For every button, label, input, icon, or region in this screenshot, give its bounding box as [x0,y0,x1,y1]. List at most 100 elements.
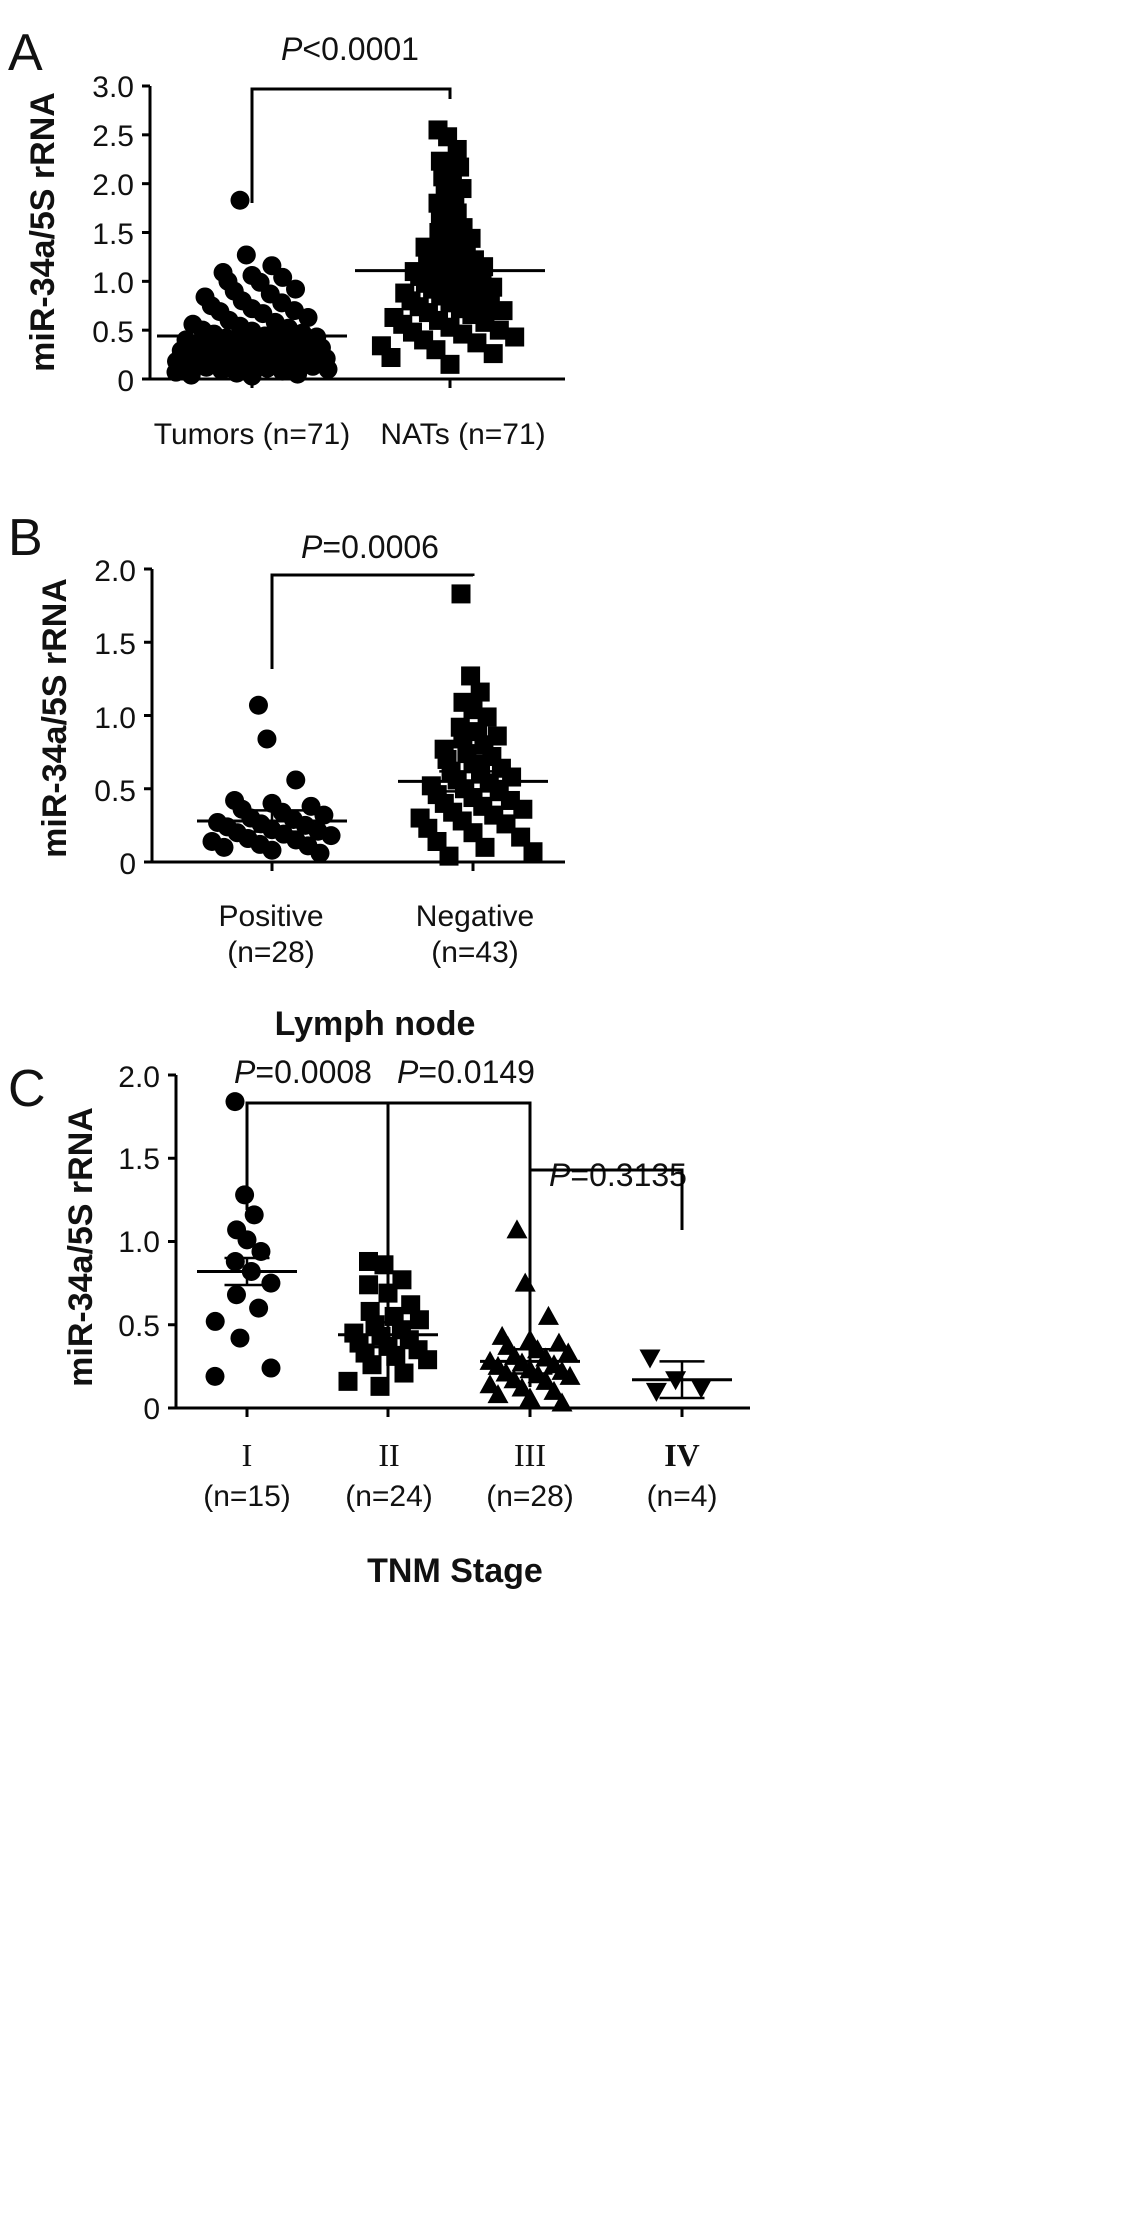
panel-b-data-point [523,842,543,862]
panel-b-data-point [475,837,495,857]
panel-c-data-point [359,1275,379,1295]
panel-c-stage-iv: IV [664,1437,700,1473]
panel-b-data-point [470,682,490,702]
panel-b-group-label-negative-n: (n=43) [431,936,519,969]
panel-a-data-point [475,312,495,332]
panel-a-data-point [489,320,509,340]
panel-c-data-point [225,1251,245,1271]
panel-a-y-tick-labels: 0 0.5 1.0 1.5 2.0 2.5 3.0 [92,71,134,398]
panel-b-data-point [286,770,306,790]
panel-c-data-point [559,1365,581,1385]
panel-a-data-point [483,344,503,364]
panel-c-data-point [244,1205,264,1225]
panel-c-letter: C [8,1060,46,1118]
panel-c-stage-ii-n: (n=24) [345,1480,433,1513]
panel-b-data-point [310,843,330,863]
panel-c-data-point [362,1355,382,1375]
y-tick-label: 1.0 [92,267,134,300]
panel-c-xlabel: TNM Stage [367,1552,543,1590]
panel-c-data-point [251,1241,271,1261]
panel-a-data-point [230,190,250,210]
y-tick-label: 0.5 [118,1310,160,1343]
panel-a: A miR-34a/5S rRNA 0 0.5 1.0 1.5 2.0 2.5 … [8,24,546,451]
panel-a-data-point [196,357,216,377]
y-tick-label: 1.0 [118,1226,160,1259]
panel-a-group-label-tumors: Tumors (n=71) [154,418,350,451]
panel-a-significance-bracket [250,87,452,203]
panel-a-data-point [236,245,256,265]
panel-b-data-point [214,837,234,857]
panel-c-y-tick-labels: 0 0.5 1.0 1.5 2.0 [118,1061,160,1426]
y-tick-label: 1.5 [118,1143,160,1176]
panel-b-y-tick-labels: 0 0.5 1.0 1.5 2.0 [94,555,136,881]
y-tick-label: 2.0 [92,169,134,202]
panel-c-data-point [237,1230,257,1250]
panel-c-data-point [225,1092,245,1112]
panel-a-data-point [257,358,277,378]
panel-b-data-point [461,666,481,686]
panel-a-data-point [288,364,308,384]
panel-c-data-point [261,1273,281,1293]
panel-c-data-point [535,1370,557,1390]
panel-a-group-label-nats: NATs (n=71) [380,418,545,451]
panel-b-data-point [451,584,471,604]
panel-c-stage-iv-n: (n=4) [647,1480,718,1513]
panel-c-data-point [548,1332,570,1352]
panel-b-data-point [262,840,282,860]
panel-a-data-point [318,359,338,379]
panel-b-group-label-positive: Positive [218,900,323,933]
panel-c-data-point [230,1328,250,1348]
panel-b-letter: B [8,509,43,567]
panel-b-data-point [321,826,341,846]
panel-c-data-point [401,1295,421,1315]
panel-b-data-point [453,729,473,749]
panel-b-data-point [496,814,516,834]
panel-b-group-label-positive-n: (n=28) [227,936,315,969]
panel-b: B miR-34a/5S rRNA 0 0.5 1.0 1.5 2.0 Posi… [8,509,534,1043]
y-tick-label: 0 [143,1393,160,1426]
panel-c-data-point [261,1358,281,1378]
panel-c-data-point [506,1219,528,1239]
panel-a-letter: A [8,24,43,82]
panel-c-p-value-2: P=0.0149 [397,1054,535,1090]
y-tick-label: 0 [119,848,136,881]
chart-marks [142,84,750,1417]
panel-b-p-value: P=0.0006 [301,529,439,565]
panel-a-data-point [447,139,467,159]
panel-c-data-point [235,1185,255,1205]
panel-b-data-point [427,831,447,851]
panel-c-data-point [690,1379,712,1399]
y-tick-label: 3.0 [92,71,134,104]
y-tick-label: 0.5 [94,775,136,808]
panel-c-stage-i: I [242,1437,253,1473]
panel-c-data-point [479,1374,501,1394]
panel-c-data-point [557,1342,579,1362]
panel-b-group-label-negative: Negative [416,900,534,933]
panel-a-data-point [440,354,460,374]
panel-b-data-point [463,823,483,843]
panel-b-data-point [511,827,531,847]
panel-c-data-point [487,1384,509,1404]
y-tick-label: 2.0 [118,1061,160,1094]
panel-c: C miR-34a/5S rRNA 0 0.5 1.0 1.5 2.0 I (n… [8,1054,717,1590]
panel-c-p-value-1: P=0.0008 [234,1054,372,1090]
panel-a-data-point [181,365,201,385]
panel-a-data-point [227,363,247,383]
panel-b-xlabel: Lymph node [275,1005,476,1043]
panel-c-data-point [226,1285,246,1305]
panel-c-data-point [386,1346,406,1366]
panel-c-data-point [639,1349,661,1369]
panel-a-data-point [212,360,232,380]
panel-c-data-point [394,1363,414,1383]
panel-c-data-point [338,1371,358,1391]
panel-a-data-point [381,348,401,368]
panel-b-data-point [248,695,268,715]
panel-a-p-value: P<0.0001 [281,31,419,67]
y-tick-label: 1.0 [94,702,136,735]
panel-b-significance-bracket [270,573,475,669]
panel-a-data-point [272,361,292,381]
panel-c-data-point [370,1376,390,1396]
panel-c-data-point [205,1311,225,1331]
panel-c-data-point [374,1255,394,1275]
